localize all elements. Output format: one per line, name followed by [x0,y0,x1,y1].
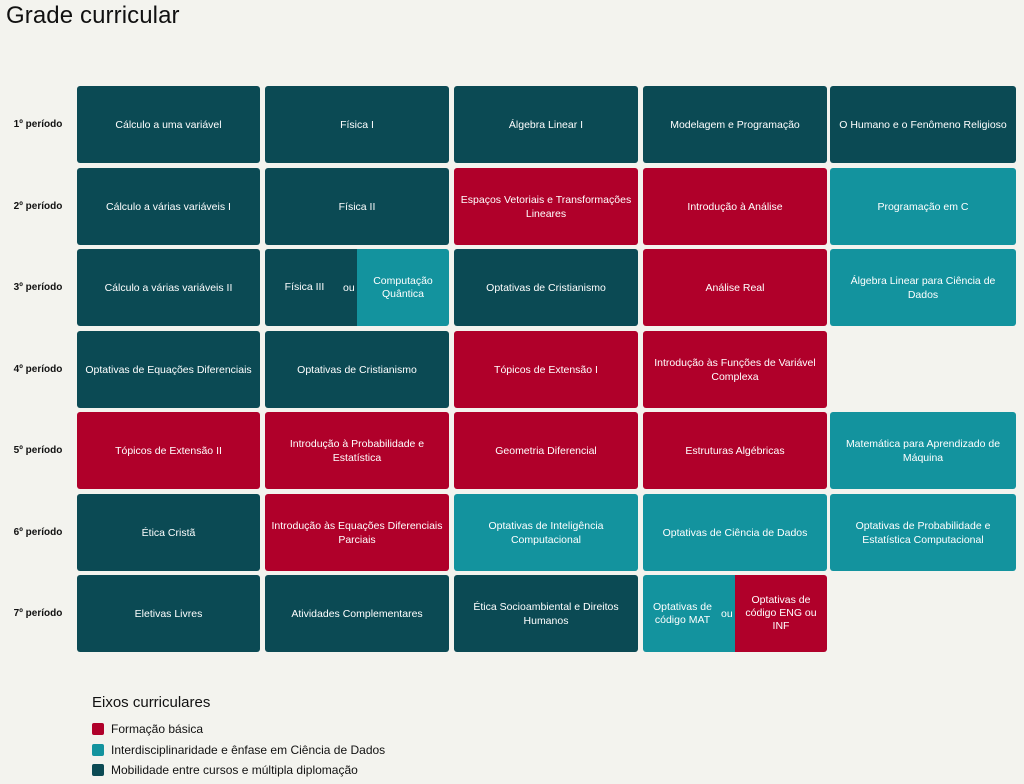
course-option[interactable]: Optativas de código ENG ou INF [735,575,827,652]
course-cell[interactable]: O Humano e o Fenômeno Religioso [830,86,1016,163]
period-label: 6º período [13,526,63,538]
legend: Eixos curriculares Formação básica Inter… [92,694,385,781]
course-cell[interactable]: Tópicos de Extensão I [454,331,638,408]
course-cell[interactable]: Física I [265,86,449,163]
course-cell[interactable]: Espaços Vetoriais e Transformações Linea… [454,168,638,245]
legend-swatch [92,764,104,777]
course-cell[interactable]: Modelagem e Programação [643,86,827,163]
period-label: 5º período [13,444,63,456]
legend-label: Formação básica [111,722,204,737]
course-cell[interactable]: Álgebra Linear I [454,86,638,163]
course-cell[interactable]: Optativas de Inteligência Computacional [454,494,638,571]
course-cell[interactable]: Geometria Diferencial [454,412,638,489]
course-cell[interactable]: Optativas de Cristianismo [265,331,449,408]
course-cell[interactable]: Introdução à Análise [643,168,827,245]
course-option[interactable]: Computação Quântica [357,249,449,326]
legend-item-interdisciplinaridade: Interdisciplinaridade e ênfase em Ciênci… [92,740,385,761]
course-cell[interactable]: Optativas de Probabilidade e Estatística… [830,494,1016,571]
course-cell[interactable]: Tópicos de Extensão II [77,412,260,489]
period-label: 4º período [13,363,63,375]
course-cell[interactable]: Atividades Complementares [265,575,449,652]
page-title: Grade curricular [6,2,180,29]
course-cell[interactable]: Estruturas Algébricas [643,412,827,489]
legend-title: Eixos curriculares [92,694,211,711]
course-cell[interactable]: Optativas de Equações Diferenciais [77,331,260,408]
course-cell[interactable]: Cálculo a uma variável [77,86,260,163]
course-cell[interactable]: Eletivas Livres [77,575,260,652]
course-cell[interactable]: Matemática para Aprendizado de Máquina [830,412,1016,489]
course-cell[interactable]: Física II [265,168,449,245]
period-label: 7º período [13,607,63,619]
legend-label: Mobilidade entre cursos e múltipla diplo… [111,763,358,778]
legend-item-formacao-basica: Formação básica [92,719,385,740]
course-option-group[interactable]: Física III Computação Quântica ou [265,249,449,326]
course-option-group[interactable]: Optativas de código MAT Optativas de códi… [643,575,827,652]
course-cell[interactable]: Optativas de Cristianismo [454,249,638,326]
legend-item-mobilidade: Mobilidade entre cursos e múltipla diplo… [92,760,385,781]
course-option[interactable]: Optativas de código MAT [643,575,735,652]
course-cell[interactable]: Programação em C [830,168,1016,245]
course-option[interactable]: Física III [265,249,357,326]
course-cell[interactable]: Ética Socioambiental e Direitos Humanos [454,575,638,652]
course-cell[interactable]: Introdução às Equações Diferenciais Parc… [265,494,449,571]
course-cell[interactable]: Optativas de Ciência de Dados [643,494,827,571]
option-separator: ou [343,281,355,294]
option-separator: ou [721,607,733,620]
course-cell[interactable]: Cálculo a várias variáveis I [77,168,260,245]
period-label: 1º período [13,118,63,130]
period-label: 2º período [13,200,63,212]
legend-swatch [92,743,104,756]
course-cell[interactable]: Introdução à Probabilidade e Estatística [265,412,449,489]
course-cell[interactable]: Ética Cristã [77,494,260,571]
legend-swatch [92,723,104,736]
course-cell[interactable]: Introdução às Funções de Variável Comple… [643,331,827,408]
legend-label: Interdisciplinaridade e ênfase em Ciênci… [111,742,386,757]
period-label: 3º período [13,281,63,293]
course-cell[interactable]: Análise Real [643,249,827,326]
course-cell[interactable]: Álgebra Linear para Ciência de Dados [830,249,1016,326]
course-cell[interactable]: Cálculo a várias variáveis II [77,249,260,326]
